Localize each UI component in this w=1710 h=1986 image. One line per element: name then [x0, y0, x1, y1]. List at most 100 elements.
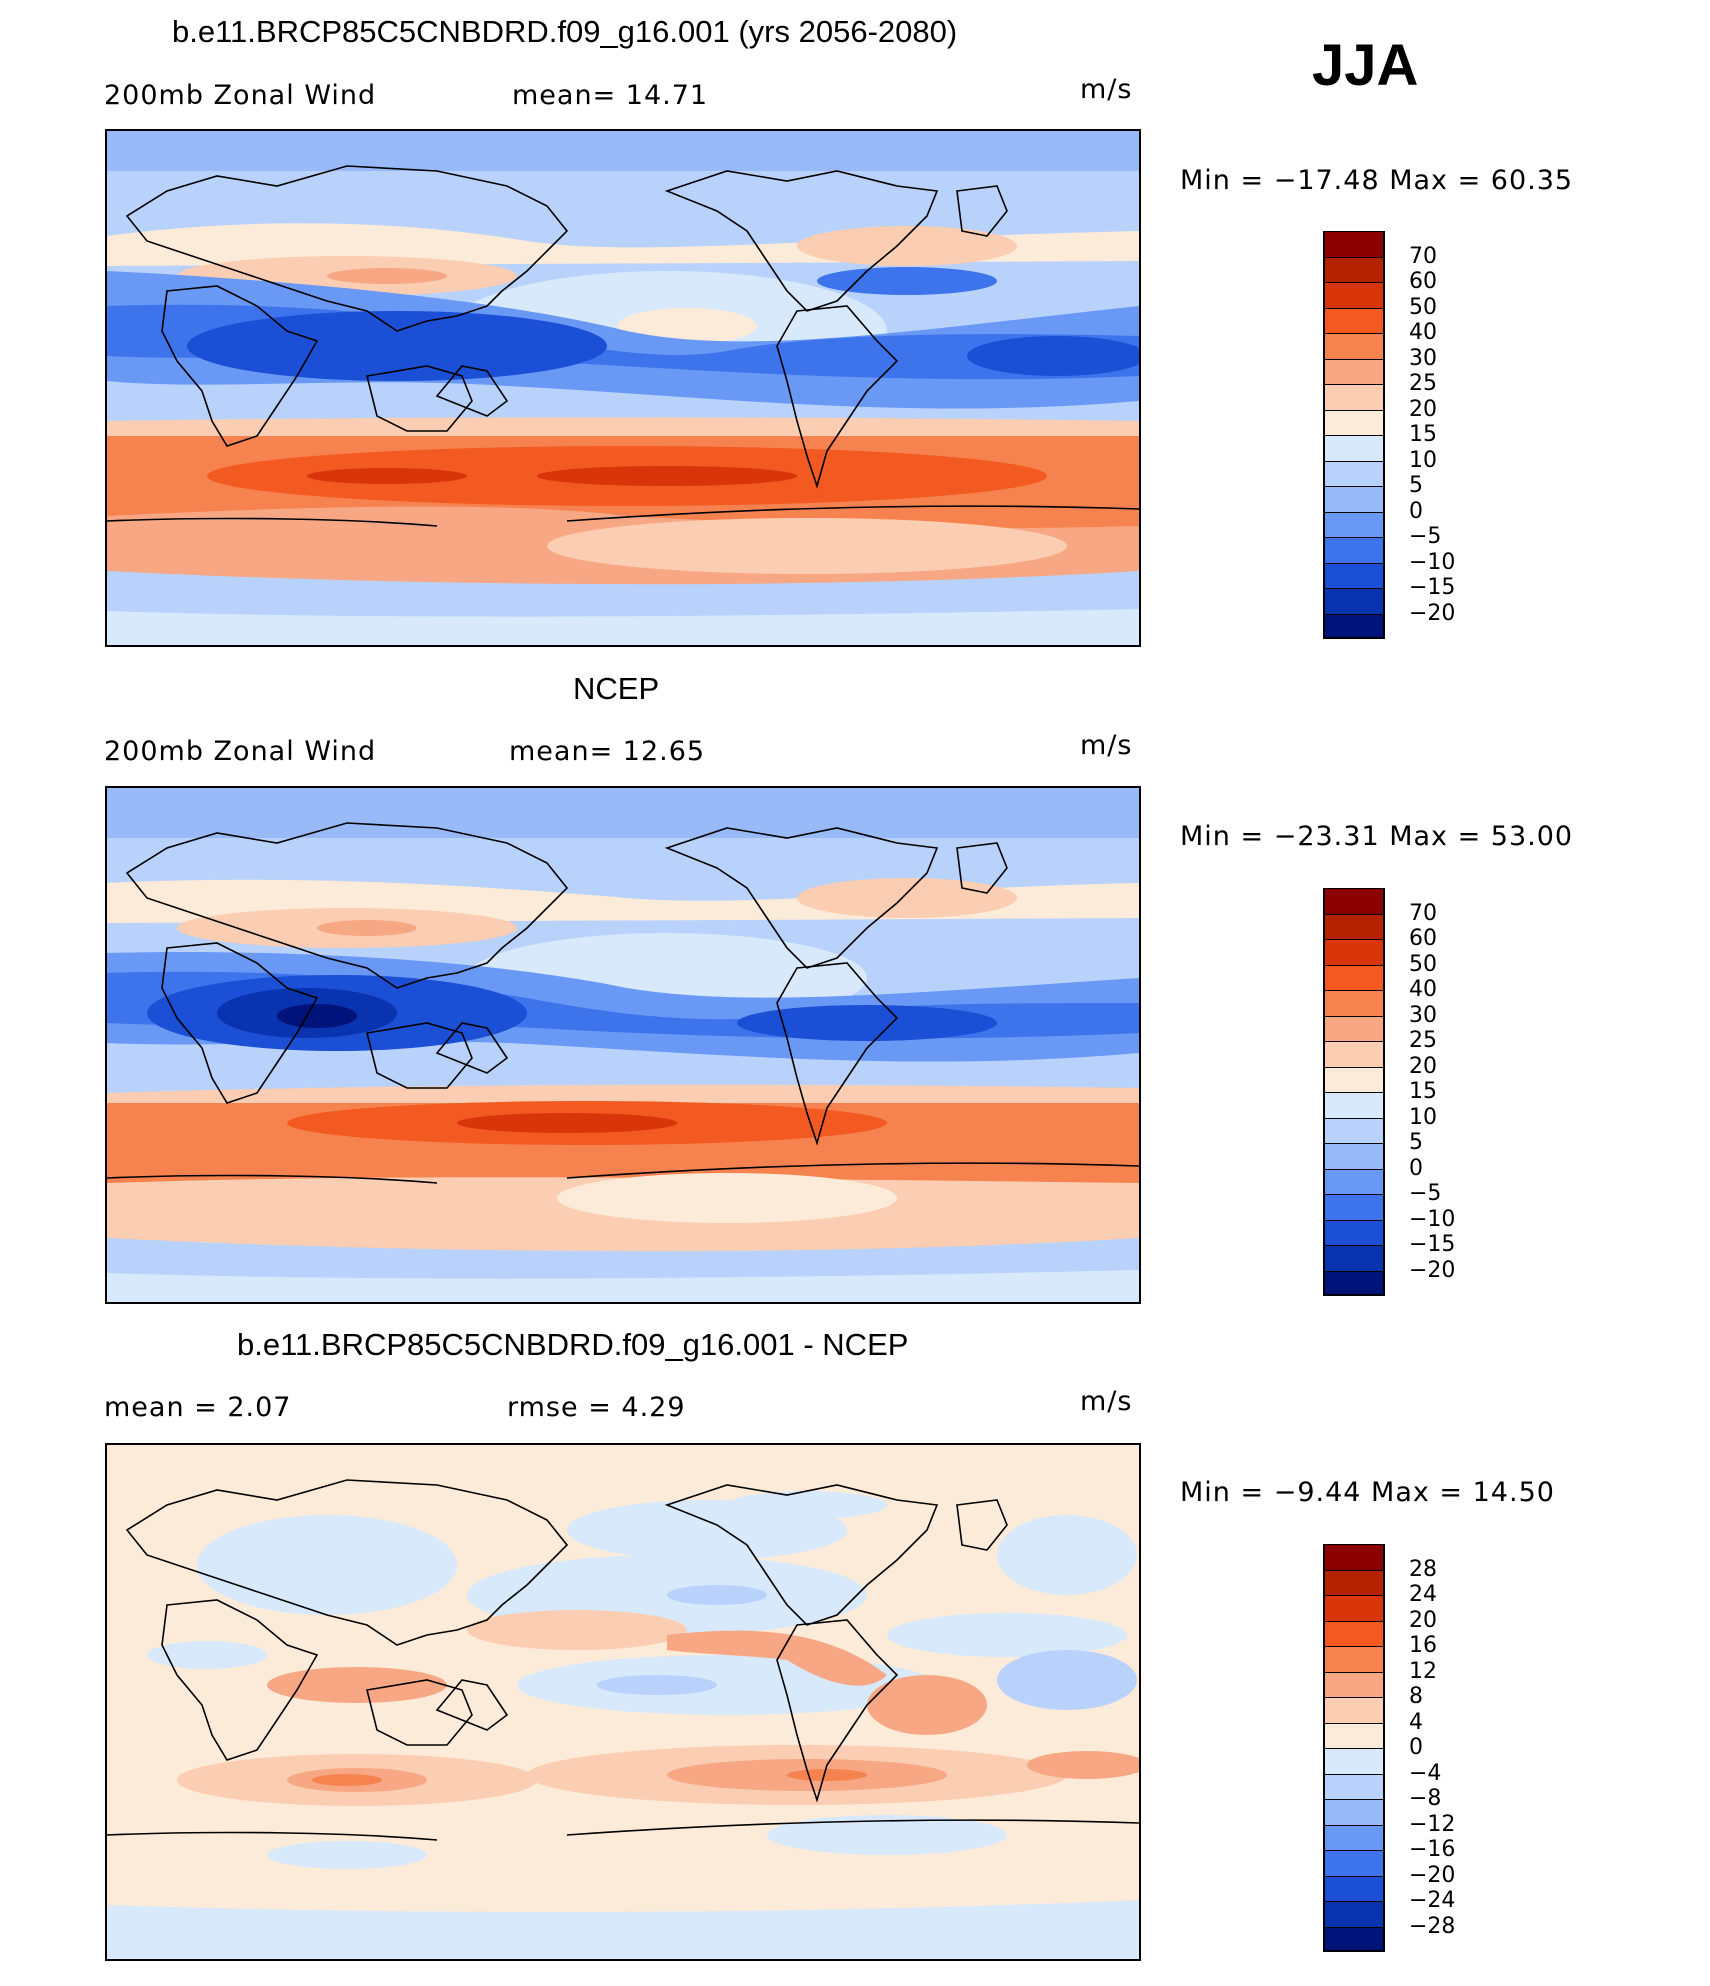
colorbar-swatch: [1323, 1015, 1385, 1041]
panel-2-units: m/s: [1080, 730, 1133, 761]
colorbar-swatch: [1323, 1697, 1385, 1723]
colorbar-label: 20: [1409, 396, 1437, 422]
panel-3-mean: mean = 2.07: [104, 1392, 292, 1423]
colorbar-label: 50: [1409, 951, 1437, 977]
panel-2-title: NCEP: [573, 671, 660, 706]
colorbar-label: −20: [1409, 1862, 1456, 1888]
colorbar-swatch: [1323, 1544, 1385, 1570]
colorbar-swatch: [1323, 1748, 1385, 1774]
colorbar-label: 50: [1409, 294, 1437, 320]
colorbar-label: 25: [1409, 1028, 1437, 1053]
panel-3-map: [105, 1443, 1141, 1961]
colorbar-swatch: [1323, 562, 1385, 588]
colorbar-swatch: [1323, 1194, 1385, 1220]
colorbar-swatch: [1323, 913, 1385, 939]
colorbar-swatch: [1323, 231, 1385, 257]
panel-2-field-label: 200mb Zonal Wind: [104, 736, 377, 767]
colorbar-label: −10: [1409, 1206, 1456, 1232]
colorbar-label: 15: [1409, 1079, 1437, 1104]
colorbar-label: −5: [1409, 1181, 1442, 1206]
colorbar-label: −8: [1409, 1786, 1442, 1811]
panel-2-map: [105, 786, 1141, 1304]
colorbar-label: −16: [1409, 1837, 1456, 1862]
colorbar-swatch: [1323, 409, 1385, 435]
colorbar-label: 25: [1409, 371, 1437, 396]
colorbar-label: 30: [1409, 1002, 1437, 1028]
panel-3-colorbar: 28 24 20 16 12 8 4 0 −4 −8 −12 −16 −20 −24 −28: [1323, 1544, 1455, 1952]
colorbar-label: −12: [1409, 1811, 1456, 1837]
colorbar-swatch: [1323, 511, 1385, 537]
colorbar-label: 4: [1409, 1709, 1423, 1735]
colorbar-swatch: [1323, 1168, 1385, 1194]
colorbar-swatch: [1323, 1092, 1385, 1118]
colorbar-label: −15: [1409, 1232, 1456, 1257]
colorbar-label: 10: [1409, 1104, 1437, 1130]
colorbar-label: 0: [1409, 498, 1423, 524]
colorbar-swatch: [1323, 613, 1385, 639]
panel-3-rmse: rmse = 4.29: [507, 1392, 686, 1423]
panel-1-units: m/s: [1080, 74, 1133, 105]
panel-1-mean: mean= 14.71: [512, 80, 709, 111]
colorbar-swatch: [1323, 282, 1385, 308]
colorbar-swatch: [1323, 333, 1385, 359]
colorbar-swatch: [1323, 964, 1385, 990]
colorbar-swatch: [1323, 939, 1385, 965]
colorbar-swatch: [1323, 1219, 1385, 1245]
colorbar-label: 8: [1409, 1684, 1423, 1709]
colorbar-swatch: [1323, 1646, 1385, 1672]
panel-2-mean: mean= 12.65: [509, 736, 706, 767]
colorbar-swatch: [1323, 1799, 1385, 1825]
panel-2-minmax: Min = −23.31 Max = 53.00: [1180, 821, 1574, 852]
colorbar-swatch: [1323, 537, 1385, 563]
colorbar-swatch: [1323, 1773, 1385, 1799]
colorbar-label: −20: [1409, 1257, 1456, 1283]
colorbar-label: 5: [1409, 473, 1423, 498]
colorbar-swatch: [1323, 1875, 1385, 1901]
colorbar-label: 0: [1409, 1735, 1423, 1760]
panel-1-map: [105, 129, 1141, 647]
colorbar-swatch: [1323, 384, 1385, 410]
colorbar-label: −20: [1409, 600, 1456, 626]
season-label: JJA: [1312, 33, 1419, 98]
colorbar-label: −24: [1409, 1888, 1456, 1913]
colorbar-swatch: [1323, 1850, 1385, 1876]
colorbar-swatch: [1323, 1569, 1385, 1595]
colorbar-label: 10: [1409, 447, 1437, 473]
panel-2-colorbar: 70 60 50 40 30 25 20 15 10 5 0 −5 −10 −15 −20: [1323, 888, 1455, 1296]
colorbar-swatch: [1323, 1595, 1385, 1621]
colorbar-swatch: [1323, 1722, 1385, 1748]
colorbar-swatch: [1323, 358, 1385, 384]
colorbar-label: −5: [1409, 524, 1442, 549]
colorbar-label: 24: [1409, 1582, 1437, 1607]
colorbar-label: −10: [1409, 549, 1456, 575]
colorbar-label: 40: [1409, 977, 1437, 1002]
colorbar-swatch: [1323, 1066, 1385, 1092]
colorbar-swatch: [1323, 1117, 1385, 1143]
colorbar-label: 0: [1409, 1155, 1423, 1181]
colorbar-swatch: [1323, 307, 1385, 333]
colorbar-label: 30: [1409, 345, 1437, 371]
colorbar-label: 5: [1409, 1130, 1423, 1155]
panel-3-title: b.e11.BRCP85C5CNBDRD.f09_g16.001 - NCEP: [237, 1327, 909, 1362]
colorbar-label: 16: [1409, 1633, 1437, 1658]
panel-3-units: m/s: [1080, 1386, 1133, 1417]
colorbar-swatch: [1323, 460, 1385, 486]
colorbar-swatch: [1323, 1926, 1385, 1952]
colorbar-swatch: [1323, 1245, 1385, 1271]
panel-1-minmax: Min = −17.48 Max = 60.35: [1180, 165, 1574, 196]
colorbar-label: 12: [1409, 1658, 1437, 1684]
colorbar-swatch: [1323, 256, 1385, 282]
colorbar-swatch: [1323, 1143, 1385, 1169]
panel-1-field-label: 200mb Zonal Wind: [104, 80, 377, 111]
colorbar-swatch: [1323, 435, 1385, 461]
colorbar-swatch: [1323, 990, 1385, 1016]
colorbar-swatch: [1323, 588, 1385, 614]
colorbar-swatch: [1323, 888, 1385, 914]
colorbar-swatch: [1323, 1824, 1385, 1850]
colorbar-label: 20: [1409, 1053, 1437, 1079]
colorbar-label: 15: [1409, 422, 1437, 447]
colorbar-swatch: [1323, 486, 1385, 512]
panel-3-minmax: Min = −9.44 Max = 14.50: [1180, 1477, 1555, 1508]
colorbar-label: 20: [1409, 1607, 1437, 1633]
panel-1-title: b.e11.BRCP85C5CNBDRD.f09_g16.001 (yrs 20…: [172, 14, 958, 49]
